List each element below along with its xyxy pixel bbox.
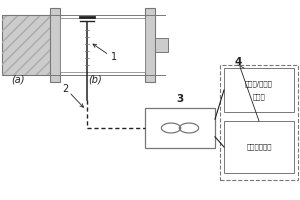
Bar — [155, 38, 168, 52]
Text: (b): (b) — [88, 75, 102, 85]
Bar — [50, 8, 60, 82]
Text: 分析仳: 分析仳 — [253, 93, 266, 100]
Text: 2: 2 — [62, 84, 68, 94]
Bar — [220, 65, 298, 180]
Text: 1: 1 — [111, 52, 117, 62]
Text: 硫氯化物分析: 硫氯化物分析 — [246, 144, 272, 150]
Text: (a): (a) — [11, 75, 25, 85]
Bar — [145, 8, 155, 82]
Bar — [2, 15, 52, 75]
Bar — [2, 15, 52, 75]
Bar — [145, 108, 215, 148]
Text: 总硫氯/氯氧化: 总硫氯/氯氧化 — [245, 80, 273, 87]
Bar — [224, 68, 294, 112]
Text: 3: 3 — [176, 94, 184, 104]
Bar — [224, 121, 294, 173]
Bar — [60, 18, 145, 72]
Text: 4: 4 — [234, 57, 242, 67]
